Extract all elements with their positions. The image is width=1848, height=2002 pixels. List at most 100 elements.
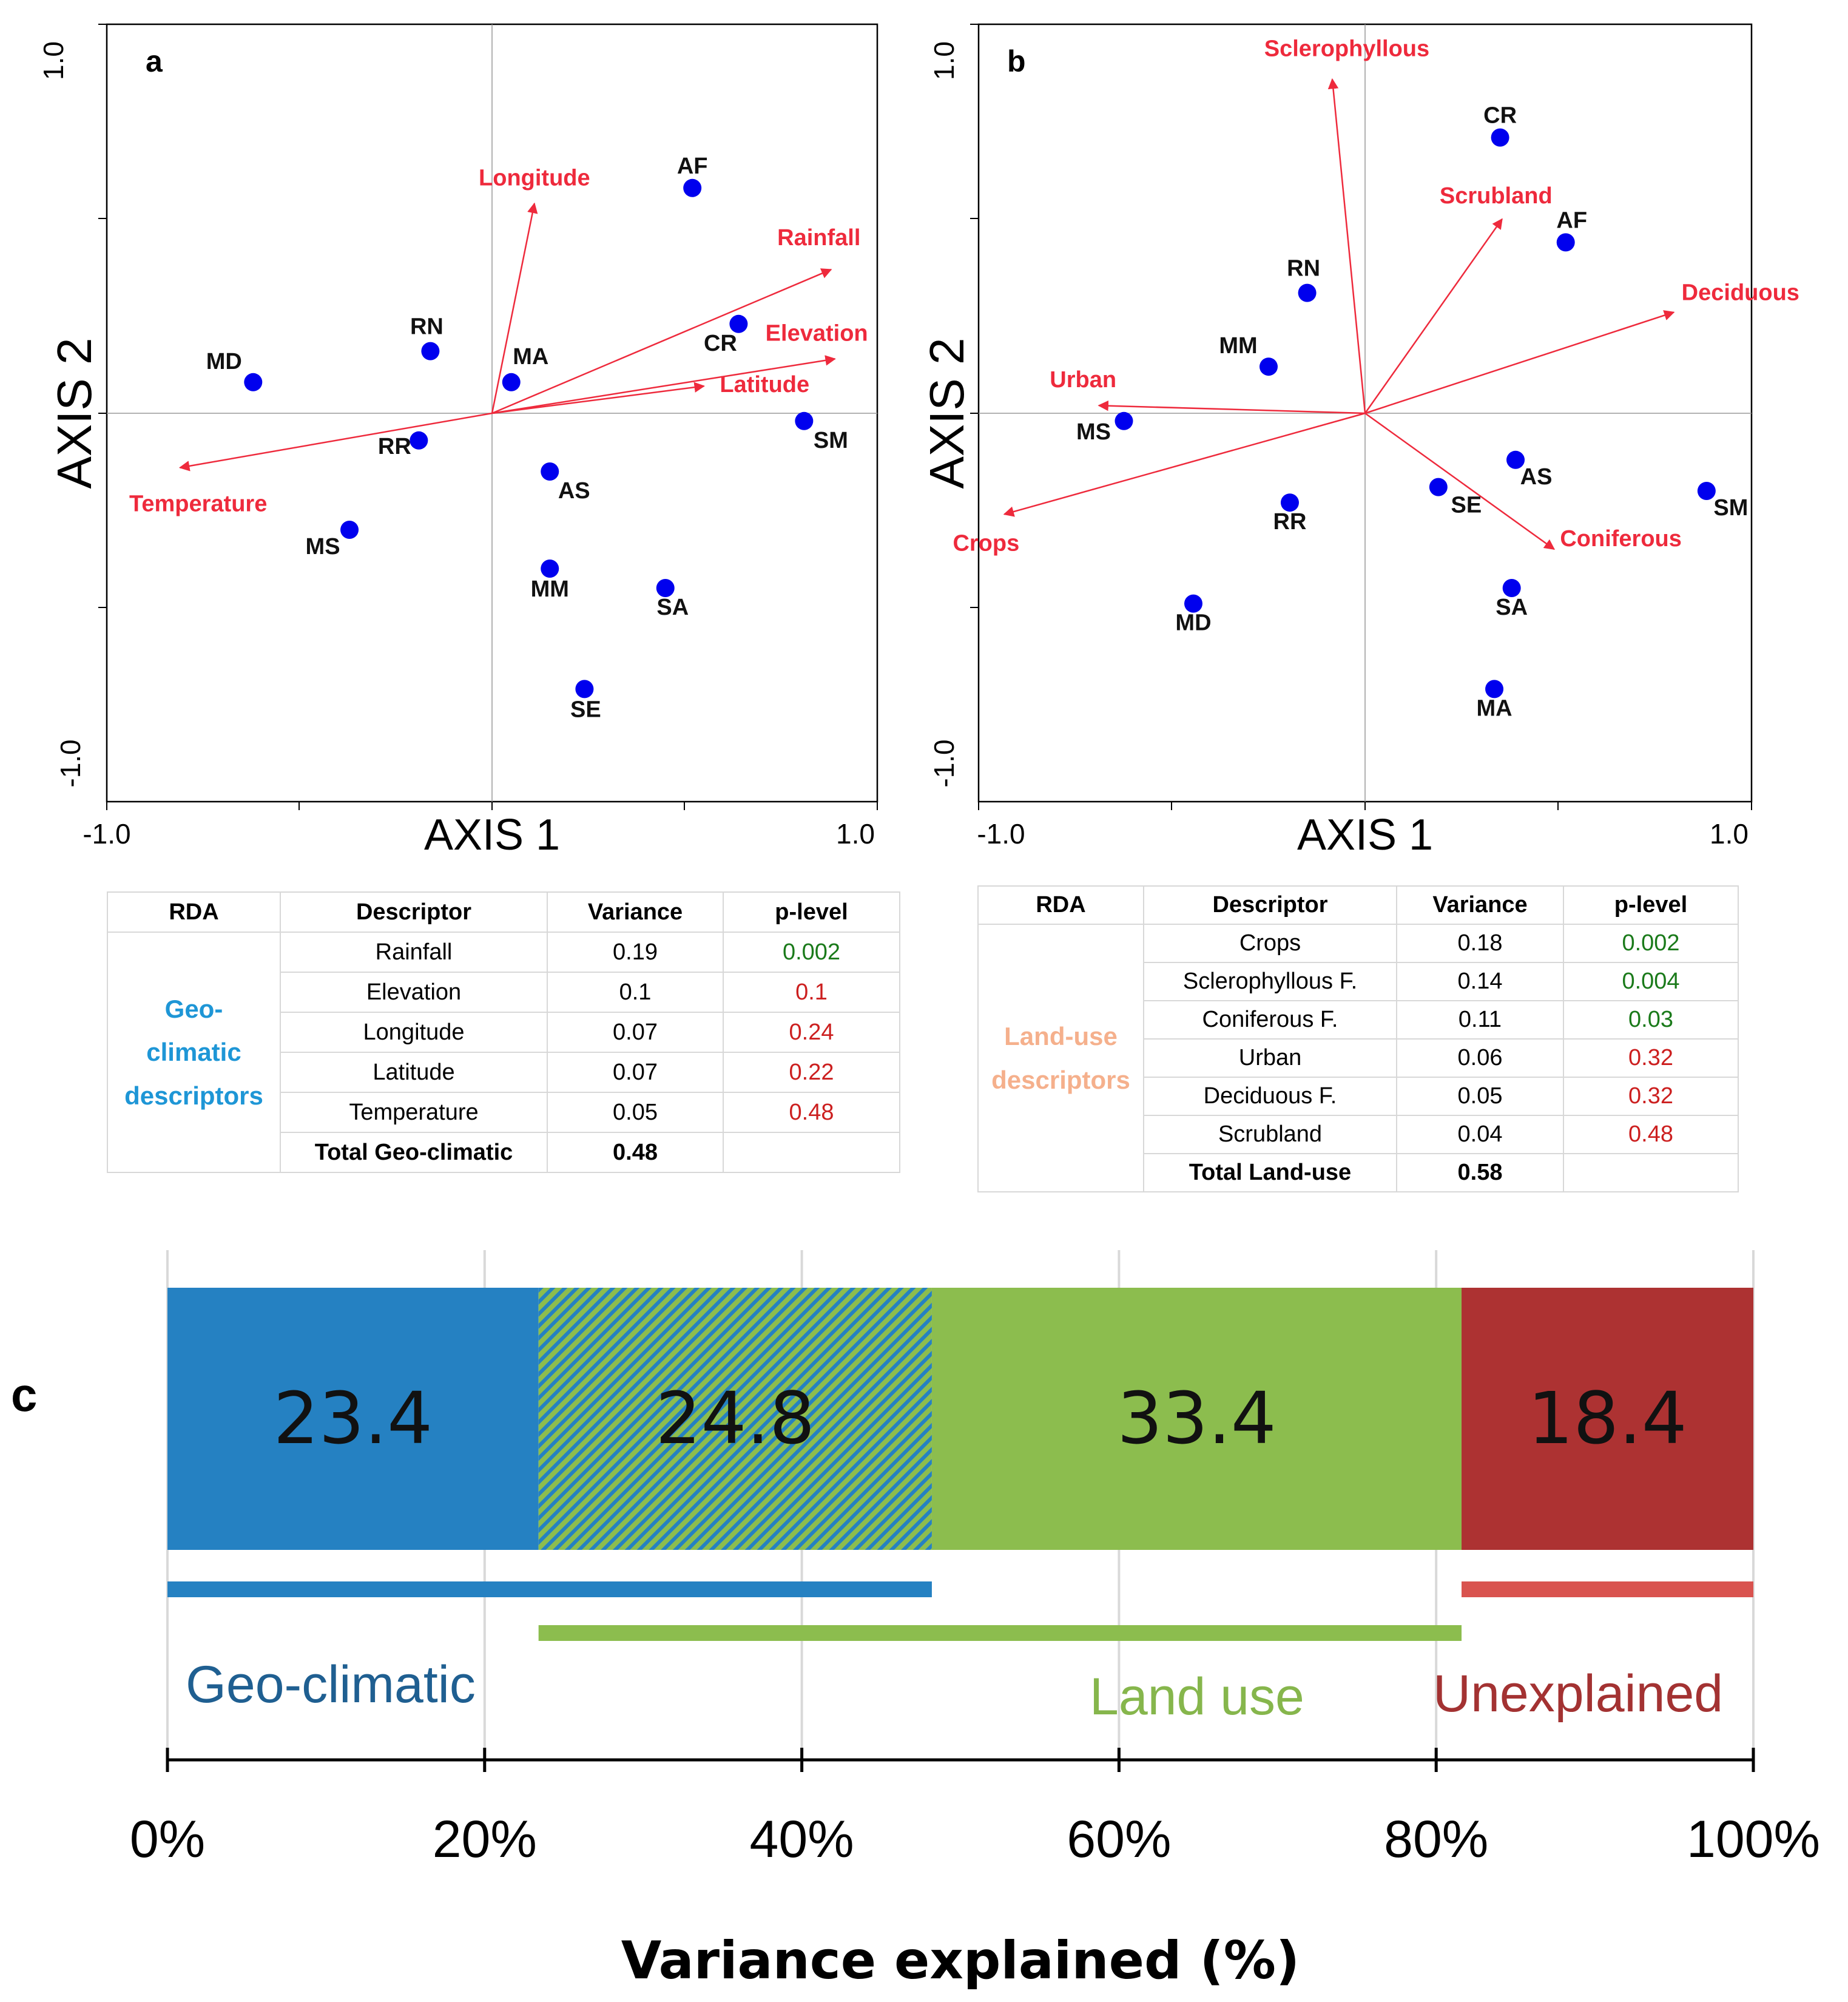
panel-b-sites: CR AF RN MM MS AS SE RR SM SA MD MA <box>1076 103 1748 722</box>
panel-b-site-point-rr <box>1280 493 1299 512</box>
panel-a-label: a <box>146 44 163 78</box>
panel-a-site-label-ms: MS <box>306 534 340 560</box>
panel-b-vector-scrubland <box>1364 218 1503 414</box>
table-b-p-level: 0.03 <box>1563 1000 1739 1040</box>
panel-a-site-point-md <box>244 373 263 391</box>
panel-a-vector-longitude <box>491 202 538 414</box>
panel-b-vector-label-sclerophyllous: Sclerophyllous <box>1264 36 1429 62</box>
panel-b-site-point-sa <box>1502 579 1521 597</box>
table-b-descriptor: Coniferous F. <box>1143 1000 1397 1040</box>
panel-a-vector-label-elevation: Elevation <box>766 320 868 346</box>
table-a-group-line-2: climatic <box>146 1038 241 1067</box>
table-a-p-level: 0.22 <box>723 1052 900 1093</box>
table-a-header-row: RDA Descriptor Variance p-level <box>107 891 900 933</box>
panel-b-label: b <box>1007 44 1026 78</box>
panel-b-vector-urban <box>1098 400 1366 414</box>
table-a-variance: 0.07 <box>547 1012 724 1053</box>
table-a-group-label: Geo- climatic descriptors <box>107 932 281 1173</box>
panel-b-site-point-md <box>1184 594 1202 613</box>
table-b-variance: 0.06 <box>1396 1038 1564 1078</box>
panel-b-y-tick-max: 1.0 <box>928 41 960 80</box>
panel-b-site-label-ma: MA <box>1477 695 1512 721</box>
panel-a-vectors: Longitude Rainfall Elevation Latitude Temper… <box>129 165 868 516</box>
table-a-group-line-3: descriptors <box>124 1081 263 1110</box>
panel-a-vector-elevation <box>491 355 836 414</box>
panel-a-vector-label-rainfall: Rainfall <box>777 225 860 251</box>
panel-c-tick-label: 0% <box>130 1810 205 1868</box>
table-a-descriptor: Temperature <box>280 1092 548 1133</box>
panel-b-site-label-sa: SA <box>1496 595 1528 620</box>
panel-a-y-tick-min: -1.0 <box>55 739 86 787</box>
panel-b-vectors: Sclerophyllous Scrubland Deciduous Urban Cro… <box>953 36 1799 556</box>
panel-c-segment-unexplained <box>1462 1288 1753 1550</box>
table-row: Urban 0.06 0.32 <box>978 1038 1739 1078</box>
rda-table-land-use: RDA Descriptor Variance p-level Land-use… <box>977 885 1739 1192</box>
panel-b-site-point-cr <box>1491 128 1509 147</box>
table-a-total-empty <box>723 1132 900 1173</box>
panel-c-segment-value: 23.4 <box>273 1376 433 1460</box>
panel-c-segment-shared <box>538 1288 932 1550</box>
panel-b-site-point-as <box>1506 450 1525 469</box>
panel-b-site-point-se <box>1429 478 1448 496</box>
panel-a-x-tick-max: 1.0 <box>836 818 875 850</box>
panel-a-site-label-rr: RR <box>378 434 411 459</box>
table-a-header-descriptor: Descriptor <box>280 891 548 933</box>
panel-b-x-tick-max: 1.0 <box>1710 818 1749 850</box>
panel-b-site-point-rn <box>1298 283 1317 302</box>
panel-b-vector-deciduous <box>1364 310 1675 414</box>
panel-b-site-label-sm: SM <box>1713 495 1748 521</box>
panel-c-brackets <box>167 1581 1753 1641</box>
panel-b-site-label-rr: RR <box>1273 509 1307 535</box>
panel-c-tick-label: 80% <box>1384 1810 1488 1868</box>
table-row: Deciduous F. 0.05 0.32 <box>978 1077 1739 1116</box>
table-b-total-value: 0.58 <box>1396 1153 1564 1192</box>
table-row: Temperature 0.05 0.48 <box>107 1092 900 1133</box>
panel-a-site-point-rr <box>410 431 428 450</box>
panel-a-site-point-rn <box>421 342 440 360</box>
table-b-descriptor: Scrubland <box>1143 1115 1397 1154</box>
table-b-p-level: 0.48 <box>1563 1115 1739 1154</box>
table-b-total-row: Total Land-use 0.58 <box>978 1153 1739 1192</box>
table-b-total-empty <box>1563 1153 1739 1192</box>
table-a-p-level: 0.002 <box>723 932 900 973</box>
panel-b-site-label-se: SE <box>1451 493 1482 518</box>
panel-a-site-point-ma <box>502 373 521 391</box>
table-a-p-level: 0.24 <box>723 1012 900 1053</box>
table-row: Elevation 0.1 0.1 <box>107 972 900 1013</box>
panel-a-site-point-ms <box>340 521 359 539</box>
table-b-variance: 0.05 <box>1396 1077 1564 1116</box>
panel-a-site-point-sa <box>656 579 675 597</box>
panel-c-segment-value: 33.4 <box>1117 1376 1276 1460</box>
panel-a-site-label-mm: MM <box>531 577 569 602</box>
table-row: Geo- climatic descriptors Rainfall 0.19 … <box>107 932 900 1173</box>
legend-unexplained: Unexplained <box>1433 1665 1723 1723</box>
panel-b-x-axis-title: AXIS 1 <box>1297 811 1433 859</box>
legend-land-use: Land use <box>1090 1668 1304 1726</box>
table-a-descriptor: Rainfall <box>280 932 548 973</box>
panel-b-ordination: b -1.0 1.0 AXIS 1 1.0 -1.0 AXIS 2 Sclero… <box>920 23 1799 859</box>
panel-c-bracket-land-use <box>538 1625 1462 1641</box>
panel-a-site-label-af: AF <box>677 154 708 179</box>
panel-a-site-point-se <box>575 680 594 698</box>
table-row: Scrubland 0.04 0.48 <box>978 1115 1739 1154</box>
table-b-header-rda: RDA <box>977 885 1144 925</box>
panel-b-site-label-ms: MS <box>1076 419 1111 445</box>
panel-c-stacked-bar: 23.4 24.8 33.4 18.4 <box>167 1288 1753 1550</box>
panel-a-x-axis-title: AXIS 1 <box>424 811 560 859</box>
table-b-header-descriptor: Descriptor <box>1143 885 1397 925</box>
panel-b-site-point-sm <box>1697 482 1716 500</box>
table-row: Land-use descriptors Crops 0.18 0.002 <box>977 924 1739 1192</box>
table-a-variance: 0.19 <box>547 932 724 973</box>
panel-b-ticks <box>970 24 1752 810</box>
panel-a-vector-label-longitude: Longitude <box>479 165 590 191</box>
table-b-group-line-1: Land-use <box>1004 1022 1118 1051</box>
panel-a-site-point-cr <box>729 314 748 333</box>
table-a-descriptor: Longitude <box>280 1012 548 1053</box>
panel-b-site-point-mm <box>1260 357 1278 376</box>
panel-b-site-point-ma <box>1485 680 1504 698</box>
table-row: Coniferous F. 0.11 0.03 <box>978 1000 1739 1040</box>
table-b-group-label: Land-use descriptors <box>977 924 1144 1192</box>
table-b-group-line-2: descriptors <box>991 1065 1130 1094</box>
table-b-p-level: 0.32 <box>1563 1038 1739 1078</box>
